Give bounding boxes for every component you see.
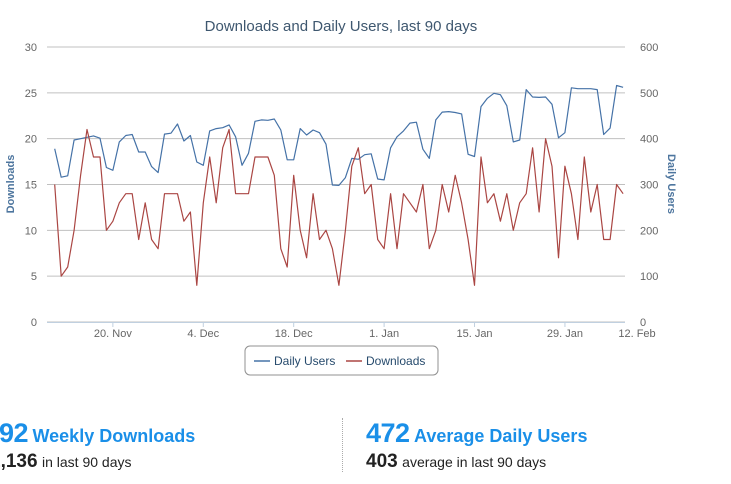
x-tick-label: 18. Dec	[275, 328, 313, 340]
avg-users-90-label: average in last 90 days	[402, 454, 547, 470]
y-right-tick-label: 400	[640, 134, 658, 146]
total-downloads-label: in last 90 days	[42, 454, 132, 470]
legend-box	[244, 345, 439, 376]
x-tick-label: 15. Jan	[456, 328, 492, 340]
y-right-axis-title: Daily Users	[665, 154, 677, 214]
total-downloads-value: 1,136	[0, 451, 38, 472]
downloads-users-chart: Downloads and Daily Users, last 90 days …	[5, 18, 677, 376]
stats-divider	[342, 418, 343, 472]
y-left-axis-title: Downloads	[5, 155, 17, 214]
weekly-downloads-value: 92	[0, 418, 29, 448]
chart-title: Downloads and Daily Users, last 90 days	[205, 18, 478, 35]
x-tick-label: 4. Dec	[187, 328, 219, 340]
legend-item-downloads[interactable]: Downloads	[346, 354, 425, 368]
y-right-tick-label: 200	[640, 225, 658, 237]
y-left-tick-label: 15	[25, 180, 37, 192]
avg-daily-users-value: 472	[366, 418, 410, 448]
y-left-tick-label: 10	[25, 225, 37, 237]
x-tick-label: 12. Feb	[618, 328, 655, 340]
y-right-tick-label: 600	[640, 42, 658, 54]
legend: Daily Users Downloads	[244, 345, 439, 376]
y-right-tick-label: 100	[640, 271, 658, 283]
series-line-downloads	[54, 128, 624, 286]
y-right-tick-label: 500	[640, 88, 658, 100]
legend-label-daily-users: Daily Users	[274, 354, 335, 368]
legend-label-downloads: Downloads	[366, 354, 425, 368]
legend-item-daily-users[interactable]: Daily Users	[254, 354, 335, 368]
x-tick-label: 1. Jan	[369, 328, 399, 340]
y-left-tick-label: 0	[31, 317, 37, 329]
series-line-daily-users	[54, 84, 624, 186]
avg-daily-users-label: Average Daily Users	[414, 426, 588, 446]
y-right-tick-label: 300	[640, 180, 658, 192]
x-tick-label: 29. Jan	[547, 328, 583, 340]
avg-users-90-value: 403	[366, 451, 398, 472]
y-left-tick-label: 20	[25, 134, 37, 146]
users-stat: 472 Average Daily Users 403 average in l…	[366, 418, 587, 473]
y-left-tick-label: 30	[25, 42, 37, 54]
x-tick-label: 20. Nov	[94, 328, 132, 340]
y-left-tick-label: 5	[31, 271, 37, 283]
y-right-tick-label: 0	[640, 317, 646, 329]
downloads-stat: 92 Weekly Downloads 1,136 in last 90 day…	[0, 418, 195, 473]
y-left-tick-label: 25	[25, 88, 37, 100]
weekly-downloads-label: Weekly Downloads	[32, 426, 196, 446]
